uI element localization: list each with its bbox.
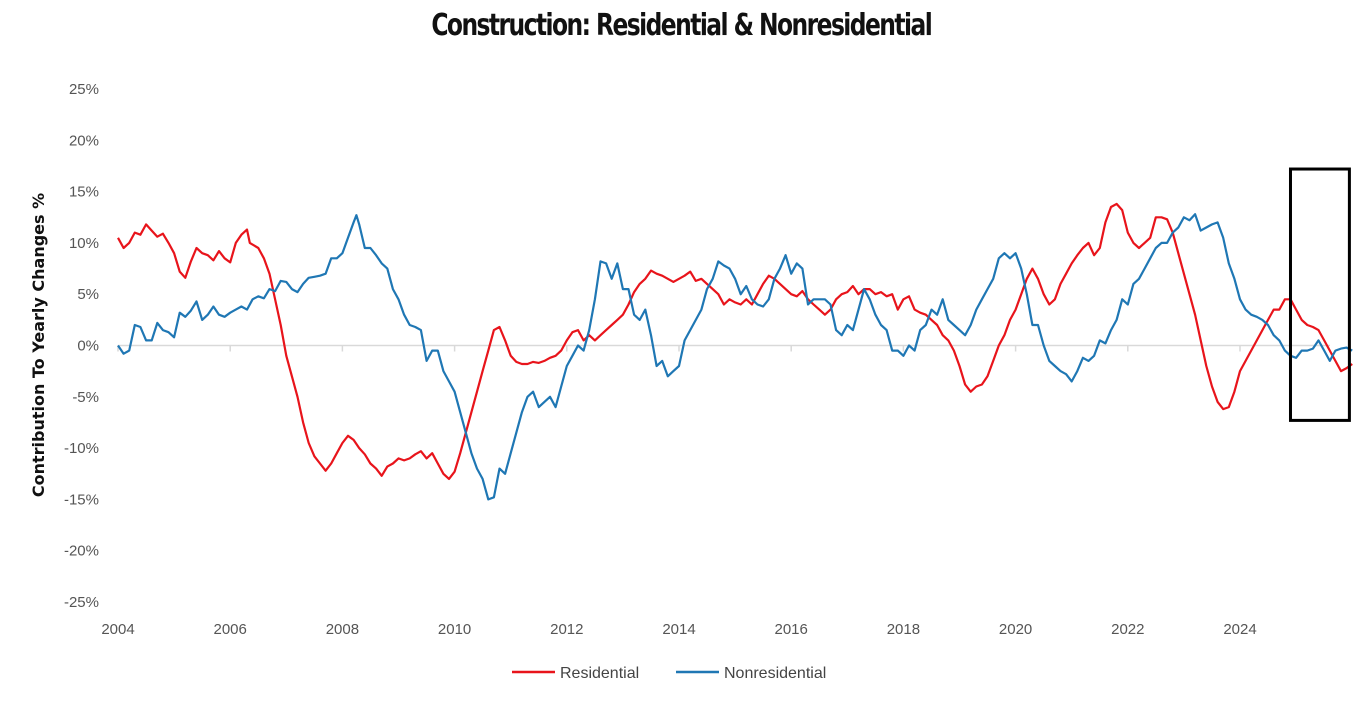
x-tick-label: 2020 xyxy=(999,621,1032,638)
x-tick-label: 2014 xyxy=(662,621,695,638)
x-axis-tick-labels: 2004 2006 2008 2010 2012 2014 2016 2018 2020 2022… xyxy=(101,345,1257,638)
y-tick-label: -20% xyxy=(64,543,99,560)
x-tick-label: 2008 xyxy=(326,621,359,638)
series-lines xyxy=(117,202,1353,501)
series-line-nonresidential xyxy=(117,213,1353,501)
x-tick-label: 2022 xyxy=(1111,621,1144,638)
y-axis-tick-labels: 25% 20% 15% 10% 5% 0% -5% -10% -15% -20% -25% xyxy=(64,81,99,611)
y-tick-label: -10% xyxy=(64,440,99,457)
series-line-residential xyxy=(117,202,1353,480)
y-tick-label: 5% xyxy=(77,286,99,303)
legend-label-residential: Residential xyxy=(560,665,639,682)
x-tick-label: 2010 xyxy=(438,621,471,638)
x-tick-label: 2016 xyxy=(775,621,808,638)
legend-label-nonresidential: Nonresidential xyxy=(724,665,826,682)
x-tick-label: 2018 xyxy=(887,621,920,638)
x-tick-label: 2024 xyxy=(1223,621,1256,638)
y-tick-label: 0% xyxy=(77,338,99,355)
x-tick-label: 2012 xyxy=(550,621,583,638)
y-tick-label: 25% xyxy=(69,81,99,98)
chart-title: Construction: Residential & Nonresidenti… xyxy=(431,8,932,43)
legend: Residential Nonresidential xyxy=(512,665,826,682)
x-tick-label: 2004 xyxy=(101,621,134,638)
y-tick-label: 15% xyxy=(69,184,99,201)
y-tick-label: 20% xyxy=(69,132,99,149)
y-tick-label: -25% xyxy=(64,594,99,611)
y-tick-label: -5% xyxy=(72,389,99,406)
x-tick-label: 2006 xyxy=(214,621,247,638)
y-axis-label: Contribution To Yearly Changes % xyxy=(29,193,48,497)
y-tick-label: 10% xyxy=(69,235,99,252)
y-tick-label: -15% xyxy=(64,491,99,508)
highlight-box xyxy=(1288,167,1351,422)
